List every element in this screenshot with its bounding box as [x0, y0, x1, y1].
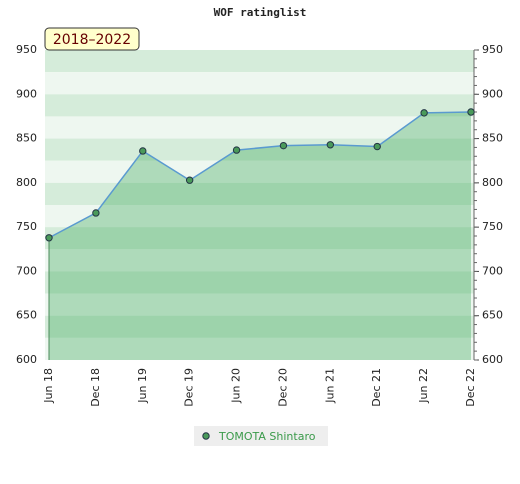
- band: [45, 205, 474, 228]
- band: [45, 293, 474, 316]
- y-tick-label: 900: [16, 87, 37, 100]
- x-tick-label: Jun 18: [42, 368, 55, 404]
- annotation-box: [44, 27, 140, 51]
- band: [45, 337, 474, 360]
- band: [45, 94, 474, 117]
- point: [467, 108, 475, 116]
- y-tick-label: 600: [16, 353, 37, 366]
- x-tick-label: Dec 20: [276, 368, 289, 407]
- point: [279, 141, 288, 150]
- x-tick-label: Dec 22: [464, 368, 477, 407]
- y2-tick-label: 750: [482, 220, 503, 233]
- y2-tick-label: 850: [482, 132, 503, 145]
- point: [185, 176, 194, 184]
- x-tick-label: Jun 20: [230, 368, 243, 404]
- x-tick-label: Jun 21: [323, 368, 336, 404]
- line: [48, 111, 472, 239]
- y2-tick-label: 800: [482, 176, 503, 189]
- x-tick-label: Dec 18: [89, 368, 102, 407]
- y2-tick-label: 950: [482, 43, 503, 56]
- chart-title: WOF ratinglist: [214, 6, 307, 19]
- x-tick-label: Jun 22: [417, 368, 430, 404]
- y-tick-label: 650: [16, 309, 37, 322]
- x-tick-label: Jun 19: [136, 368, 149, 404]
- point: [373, 142, 381, 151]
- point: [232, 146, 241, 154]
- band: [45, 138, 474, 161]
- band: [45, 182, 474, 205]
- x-tick-label: Dec 19: [183, 368, 196, 407]
- band: [45, 50, 474, 73]
- y2-tick-label: 650: [482, 309, 503, 322]
- legend-marker: [202, 432, 210, 440]
- x-tick-label: Dec 21: [370, 368, 383, 407]
- band: [45, 227, 474, 250]
- band: [45, 116, 474, 139]
- band: [45, 160, 474, 183]
- y2-tick-label: 900: [482, 87, 503, 100]
- y2-tick-label: 700: [482, 264, 503, 277]
- band: [45, 72, 474, 95]
- legend-box: [194, 426, 328, 446]
- y-tick-label: 800: [16, 176, 37, 189]
- y-tick-label: 750: [16, 220, 37, 233]
- area: [49, 112, 471, 360]
- y2-tick-label: 600: [482, 353, 503, 366]
- point: [420, 109, 428, 117]
- point: [92, 209, 100, 217]
- point: [45, 234, 53, 242]
- point: [139, 147, 147, 155]
- band: [45, 271, 474, 294]
- band: [45, 315, 474, 338]
- annotation: 2018–2022: [53, 32, 131, 48]
- y-tick-label: 700: [16, 264, 37, 277]
- point: [326, 141, 335, 149]
- legend-label: TOMOTA Shintaro: [218, 430, 316, 443]
- y-tick-label: 850: [16, 132, 37, 145]
- band: [45, 249, 474, 272]
- y-tick-label: 950: [16, 43, 37, 56]
